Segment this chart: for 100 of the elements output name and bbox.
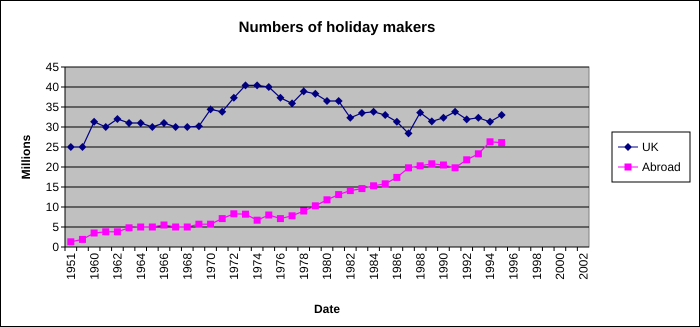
x-tick-label: 1964 — [134, 252, 148, 280]
point — [452, 164, 459, 172]
point — [462, 115, 471, 124]
point — [416, 162, 424, 170]
point — [114, 228, 121, 236]
x-tick-label: 1970 — [204, 252, 218, 280]
y-tick-label: 45 — [46, 60, 60, 74]
y-tick-label: 25 — [46, 140, 60, 154]
point — [242, 210, 249, 218]
point — [126, 224, 133, 232]
y-tick-label: 35 — [46, 100, 60, 114]
x-tick-label: 1968 — [180, 252, 194, 280]
point — [312, 202, 319, 210]
point — [463, 156, 470, 164]
x-tick-label: 1984 — [366, 252, 381, 280]
x-tick-label: 2002 — [576, 252, 590, 280]
point — [90, 230, 98, 236]
x-tick-label: 1976 — [274, 252, 288, 280]
point — [230, 210, 238, 218]
chart-title: Numbers of holiday makers — [238, 19, 436, 36]
point — [300, 208, 308, 214]
point — [265, 212, 272, 218]
point — [405, 164, 412, 172]
point — [172, 224, 180, 230]
point — [311, 90, 320, 98]
point — [78, 236, 86, 243]
point — [439, 114, 448, 122]
point — [440, 162, 447, 168]
y-tick-label: 15 — [46, 180, 60, 194]
point — [486, 118, 494, 126]
point — [172, 123, 180, 131]
x-tick-label: 1951 — [64, 252, 78, 280]
point — [404, 129, 413, 138]
y-axis-title: Millions — [19, 134, 33, 180]
point — [276, 215, 284, 222]
point — [486, 138, 494, 146]
point — [358, 185, 366, 192]
point — [254, 216, 261, 224]
x-tick-label: 2000 — [553, 252, 568, 280]
point — [346, 187, 354, 194]
y-tick-label: 20 — [46, 160, 60, 174]
x-tick-label: 1988 — [413, 252, 428, 280]
x-tick-label: 1972 — [227, 252, 242, 280]
x-tick-label: 1974 — [250, 252, 264, 280]
point — [498, 111, 506, 119]
point — [323, 97, 331, 105]
point — [148, 123, 156, 131]
point — [346, 114, 354, 122]
y-tick-label: 0 — [52, 240, 60, 254]
point — [253, 81, 262, 90]
point — [102, 123, 110, 131]
point — [382, 180, 389, 188]
point — [276, 94, 284, 102]
point — [78, 143, 86, 151]
x-tick-label: 1992 — [460, 252, 474, 280]
point — [264, 83, 273, 91]
point — [194, 122, 203, 130]
point — [184, 224, 191, 230]
point — [370, 108, 378, 116]
point — [300, 87, 308, 96]
point — [288, 99, 296, 108]
x-tick-label: 1990 — [436, 252, 451, 280]
point — [206, 105, 215, 114]
y-tick-label: 40 — [46, 80, 60, 94]
point — [218, 108, 226, 116]
x-tick-label: 1998 — [530, 252, 544, 280]
x-tick-label: 1978 — [296, 252, 311, 280]
point — [125, 119, 134, 127]
x-tick-label: 1960 — [87, 252, 102, 280]
point — [474, 150, 482, 158]
point — [66, 143, 75, 151]
point — [102, 228, 110, 236]
legend-label: UK — [642, 140, 659, 154]
point — [160, 222, 168, 228]
point — [324, 196, 330, 204]
x-tick-label: 1966 — [157, 252, 172, 280]
x-tick-label: 1962 — [110, 252, 125, 280]
point — [207, 220, 214, 228]
point — [498, 139, 506, 146]
x-tick-label: 1986 — [390, 252, 404, 280]
point — [137, 224, 144, 230]
point — [428, 160, 436, 168]
point — [335, 191, 342, 198]
point — [428, 117, 436, 126]
point — [416, 108, 424, 117]
x-tick-label: 1994 — [483, 252, 498, 280]
point — [218, 215, 226, 222]
point — [148, 224, 156, 230]
point — [381, 111, 390, 119]
legend-label: Abroad — [642, 160, 681, 174]
x-tick-label: 1980 — [320, 252, 334, 280]
x-axis-title: Date — [314, 302, 340, 316]
point — [358, 109, 366, 117]
y-tick-label: 10 — [46, 200, 60, 214]
point — [451, 108, 460, 116]
point — [334, 97, 343, 105]
y-tick-label: 5 — [52, 220, 60, 234]
x-tick-label: 1982 — [343, 252, 358, 280]
point — [113, 115, 122, 123]
point — [195, 220, 202, 228]
